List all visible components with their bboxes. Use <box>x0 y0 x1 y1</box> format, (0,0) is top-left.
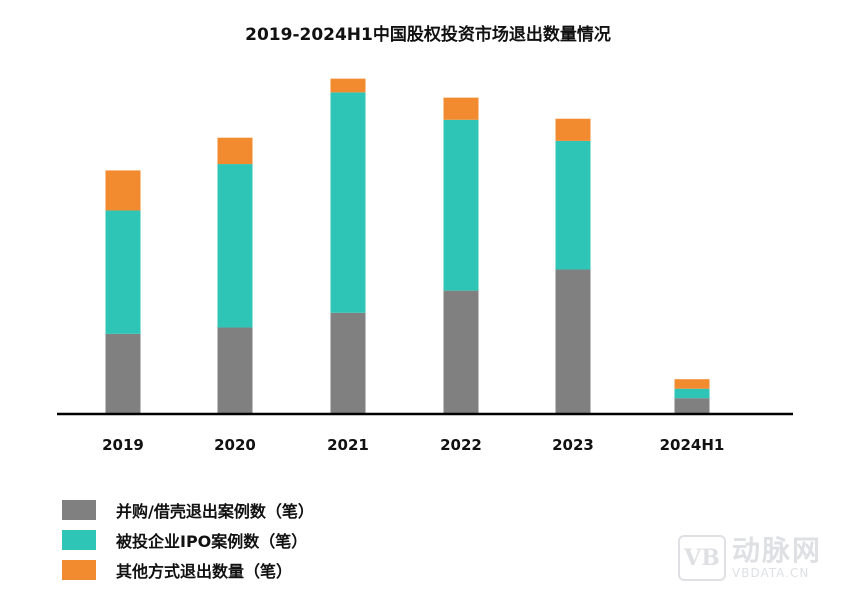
x-tick-label: 2021 <box>327 436 369 454</box>
bar-2023-other <box>555 118 591 141</box>
watermark-name: 动脉网 <box>732 534 823 567</box>
chart-plot: 2019 2020 2021 2022 2023 2024H1 <box>57 78 793 454</box>
legend-swatch-ipo <box>62 530 96 550</box>
x-tick-label: 2022 <box>440 436 482 454</box>
bar-2021-ipo <box>330 92 366 313</box>
x-tick-label: 2020 <box>214 436 256 454</box>
bar-2023-ipo <box>555 140 591 270</box>
bar-2020-other <box>217 137 253 165</box>
legend-item-other: 其他方式退出数量（笔） <box>62 555 314 585</box>
legend-label-other: 其他方式退出数量（笔） <box>116 562 293 581</box>
bar-2019-ipo <box>105 210 141 334</box>
bar-2020-mna <box>217 327 253 414</box>
watermark: VB 动脉网 VBDATA.CN <box>678 530 848 586</box>
bar-2021-mna <box>330 312 366 414</box>
bar-2021-other <box>330 78 366 93</box>
bar-2024H1-ipo <box>674 388 710 399</box>
legend-swatch-mna <box>62 500 96 520</box>
x-tick-label: 2024H1 <box>660 436 725 454</box>
legend: 并购/借壳退出案例数（笔） 被投企业IPO案例数（笔） 其他方式退出数量（笔） <box>62 495 314 585</box>
vb-logo-icon: VB <box>678 535 726 581</box>
bar-2022-mna <box>443 290 479 414</box>
bar-2020-ipo <box>217 164 253 328</box>
chart-title: 2019-2024H1中国股权投资市场退出数量情况 <box>245 25 611 45</box>
legend-item-ipo: 被投企业IPO案例数（笔） <box>62 525 314 555</box>
watermark-url: VBDATA.CN <box>732 566 810 580</box>
x-tick-label: 2019 <box>102 436 144 454</box>
bar-2024H1-mna <box>674 398 710 414</box>
bar-2019-mna <box>105 333 141 414</box>
bar-2022-other <box>443 97 479 120</box>
bar-2024H1-other <box>674 379 710 389</box>
bar-2023-mna <box>555 269 591 414</box>
legend-swatch-other <box>62 560 96 580</box>
legend-item-mna: 并购/借壳退出案例数（笔） <box>62 495 314 525</box>
bar-2019-other <box>105 170 141 211</box>
legend-label-mna: 并购/借壳退出案例数（笔） <box>116 502 314 521</box>
bar-2022-ipo <box>443 119 479 291</box>
legend-label-ipo: 被投企业IPO案例数（笔） <box>116 532 308 551</box>
x-tick-label: 2023 <box>552 436 594 454</box>
